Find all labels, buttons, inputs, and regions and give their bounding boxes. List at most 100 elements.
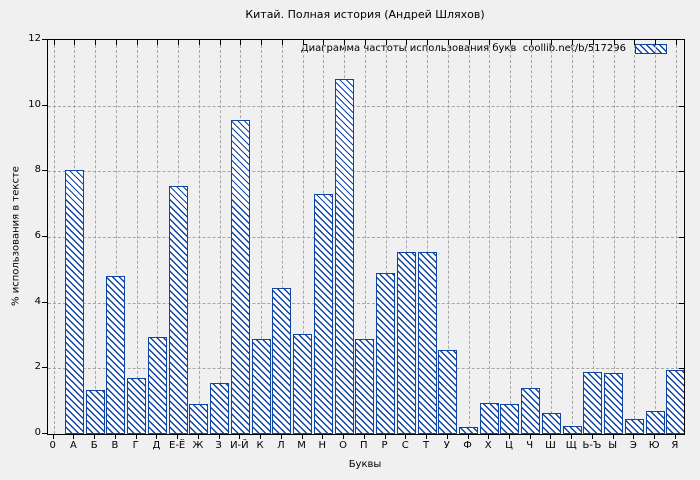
x-gridline bbox=[198, 40, 200, 434]
x-tick-mark-top bbox=[655, 40, 657, 45]
x-tick-mark-top bbox=[447, 40, 449, 45]
bar-П bbox=[355, 338, 375, 434]
y-tick-mark-right bbox=[679, 368, 684, 370]
x-tick-label: Д bbox=[152, 440, 161, 451]
x-tick-mark bbox=[571, 434, 573, 439]
x-tick-label: З bbox=[215, 440, 222, 451]
x-tick-mark-top bbox=[364, 40, 366, 45]
x-tick-mark bbox=[674, 434, 676, 439]
x-tick-label: А bbox=[70, 440, 77, 451]
y-tick-label: 6 bbox=[34, 230, 41, 241]
x-tick-label: Б bbox=[90, 440, 98, 451]
bar-К bbox=[251, 338, 271, 434]
y-tick-label: 0 bbox=[34, 427, 41, 438]
x-tick-mark bbox=[405, 434, 407, 439]
x-gridline bbox=[655, 40, 657, 434]
x-tick-label: Ь-Ъ bbox=[582, 440, 602, 451]
x-gridline bbox=[468, 40, 470, 434]
y-tick-label: 12 bbox=[28, 33, 41, 44]
x-gridline bbox=[427, 40, 429, 434]
bar-Х bbox=[479, 402, 499, 434]
x-tick-mark-top bbox=[344, 40, 346, 45]
x-tick-mark-top bbox=[509, 40, 511, 45]
x-tick-label: В bbox=[111, 440, 119, 451]
x-tick-label: Л bbox=[277, 440, 285, 451]
bar-О bbox=[334, 79, 354, 434]
y-tick-label: 10 bbox=[28, 98, 41, 110]
x-tick-mark-top bbox=[675, 40, 677, 45]
x-tick-mark bbox=[446, 434, 448, 439]
x-tick-label: Ю bbox=[648, 440, 660, 451]
x-tick-label: Н bbox=[318, 440, 327, 451]
legend-swatch-hatched bbox=[635, 43, 667, 54]
x-tick-mark bbox=[508, 434, 510, 439]
x-tick-label: Х bbox=[484, 440, 492, 451]
x-tick-mark bbox=[550, 434, 552, 439]
x-tick-label: Щ bbox=[565, 440, 577, 451]
x-tick-mark bbox=[301, 434, 303, 439]
y-tick-mark-right bbox=[679, 237, 684, 238]
y-tick-label: 4 bbox=[34, 295, 41, 307]
x-tick-mark bbox=[73, 434, 75, 439]
x-tick-mark-top bbox=[530, 40, 532, 45]
y-tick-mark-right bbox=[679, 302, 684, 304]
x-tick-mark-top bbox=[53, 40, 55, 45]
bar-Г bbox=[127, 378, 147, 434]
x-gridline bbox=[634, 40, 636, 434]
x-gridline bbox=[157, 40, 159, 434]
x-tick-mark-top bbox=[115, 40, 117, 45]
legend: Диаграмма частоты использования букв coo… bbox=[301, 43, 667, 54]
bar-Д bbox=[147, 337, 167, 434]
bar-Ы bbox=[604, 373, 624, 434]
y-tick-label: 2 bbox=[34, 361, 41, 373]
x-tick-label: И-Й bbox=[230, 440, 249, 451]
x-tick-label: К bbox=[256, 440, 264, 451]
x-tick-mark-top bbox=[240, 40, 242, 45]
x-gridline bbox=[281, 40, 283, 434]
x-tick-mark bbox=[654, 434, 656, 439]
x-tick-mark bbox=[218, 434, 220, 439]
bar-Р bbox=[376, 273, 396, 434]
y-tick-mark bbox=[42, 104, 47, 106]
x-tick-mark bbox=[322, 434, 324, 439]
x-tick-mark bbox=[260, 434, 262, 439]
x-tick-mark bbox=[488, 434, 490, 439]
x-gridline bbox=[572, 40, 574, 434]
y-tick-mark bbox=[42, 236, 47, 237]
x-tick-label: П bbox=[360, 440, 368, 451]
x-tick-mark-top bbox=[281, 40, 283, 45]
x-tick-mark-top bbox=[219, 40, 221, 45]
x-tick-mark bbox=[467, 434, 469, 439]
x-tick-mark-top bbox=[468, 40, 470, 45]
x-tick-mark bbox=[363, 434, 365, 439]
bar-Я bbox=[666, 369, 684, 434]
x-tick-mark-top bbox=[489, 40, 491, 45]
x-tick-mark bbox=[591, 434, 593, 439]
x-tick-mark-top bbox=[572, 40, 574, 45]
x-gridline bbox=[447, 40, 449, 434]
x-tick-mark-top bbox=[323, 40, 325, 45]
x-tick-mark bbox=[633, 434, 635, 439]
y-gridline bbox=[48, 302, 684, 304]
x-gridline bbox=[115, 40, 117, 434]
bar-Э bbox=[624, 419, 644, 434]
x-tick-mark-top bbox=[136, 40, 138, 45]
bar-В bbox=[106, 276, 126, 434]
x-gridline bbox=[551, 40, 553, 434]
bar-Ю bbox=[645, 411, 665, 434]
y-gridline bbox=[48, 171, 684, 173]
x-gridline bbox=[95, 40, 97, 434]
x-tick-mark bbox=[94, 434, 96, 439]
x-tick-mark-top bbox=[198, 40, 200, 45]
x-tick-label: Е-Ё bbox=[169, 440, 186, 451]
bar-Б bbox=[85, 389, 105, 434]
y-tick-label: 8 bbox=[34, 164, 41, 176]
x-tick-label: С bbox=[401, 440, 409, 451]
x-tick-mark-top bbox=[592, 40, 594, 45]
bar-Т bbox=[417, 251, 437, 434]
x-tick-mark bbox=[52, 434, 54, 439]
bar-Ж bbox=[189, 404, 209, 434]
bar-Ц bbox=[500, 404, 520, 434]
x-gridline bbox=[261, 40, 263, 434]
